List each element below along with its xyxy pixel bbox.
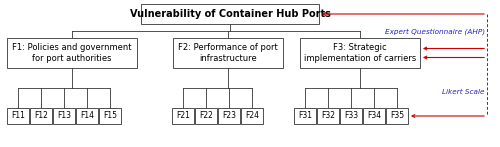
FancyBboxPatch shape xyxy=(53,108,75,124)
Text: F32: F32 xyxy=(321,112,335,121)
FancyBboxPatch shape xyxy=(7,38,137,68)
FancyBboxPatch shape xyxy=(317,108,339,124)
Text: F14: F14 xyxy=(80,112,94,121)
Text: Likert Scale: Likert Scale xyxy=(442,89,485,95)
Text: F33: F33 xyxy=(344,112,358,121)
Text: F23: F23 xyxy=(222,112,236,121)
FancyBboxPatch shape xyxy=(300,38,420,68)
Text: F22: F22 xyxy=(199,112,213,121)
Text: F2: Performance of port
infrastructure: F2: Performance of port infrastructure xyxy=(178,43,278,63)
Text: F15: F15 xyxy=(103,112,117,121)
FancyBboxPatch shape xyxy=(173,38,283,68)
FancyBboxPatch shape xyxy=(218,108,240,124)
Text: F24: F24 xyxy=(245,112,259,121)
Text: F35: F35 xyxy=(390,112,404,121)
Text: F11: F11 xyxy=(11,112,25,121)
FancyBboxPatch shape xyxy=(195,108,217,124)
FancyBboxPatch shape xyxy=(99,108,121,124)
FancyBboxPatch shape xyxy=(172,108,194,124)
Text: F3: Strategic
implementation of carriers: F3: Strategic implementation of carriers xyxy=(304,43,416,63)
FancyBboxPatch shape xyxy=(241,108,263,124)
FancyBboxPatch shape xyxy=(76,108,98,124)
FancyBboxPatch shape xyxy=(141,4,319,24)
Text: F12: F12 xyxy=(34,112,48,121)
Text: F31: F31 xyxy=(298,112,312,121)
Text: Vulnerability of Container Hub Ports: Vulnerability of Container Hub Ports xyxy=(130,9,330,19)
Text: F1: Policies and government
for port authorities: F1: Policies and government for port aut… xyxy=(12,43,132,63)
FancyBboxPatch shape xyxy=(30,108,52,124)
FancyBboxPatch shape xyxy=(386,108,408,124)
FancyBboxPatch shape xyxy=(363,108,385,124)
FancyBboxPatch shape xyxy=(294,108,316,124)
FancyBboxPatch shape xyxy=(340,108,362,124)
Text: F34: F34 xyxy=(367,112,381,121)
Text: Expert Questionnaire (AHP): Expert Questionnaire (AHP) xyxy=(385,28,485,35)
FancyBboxPatch shape xyxy=(7,108,29,124)
Text: F21: F21 xyxy=(176,112,190,121)
Text: F13: F13 xyxy=(57,112,71,121)
